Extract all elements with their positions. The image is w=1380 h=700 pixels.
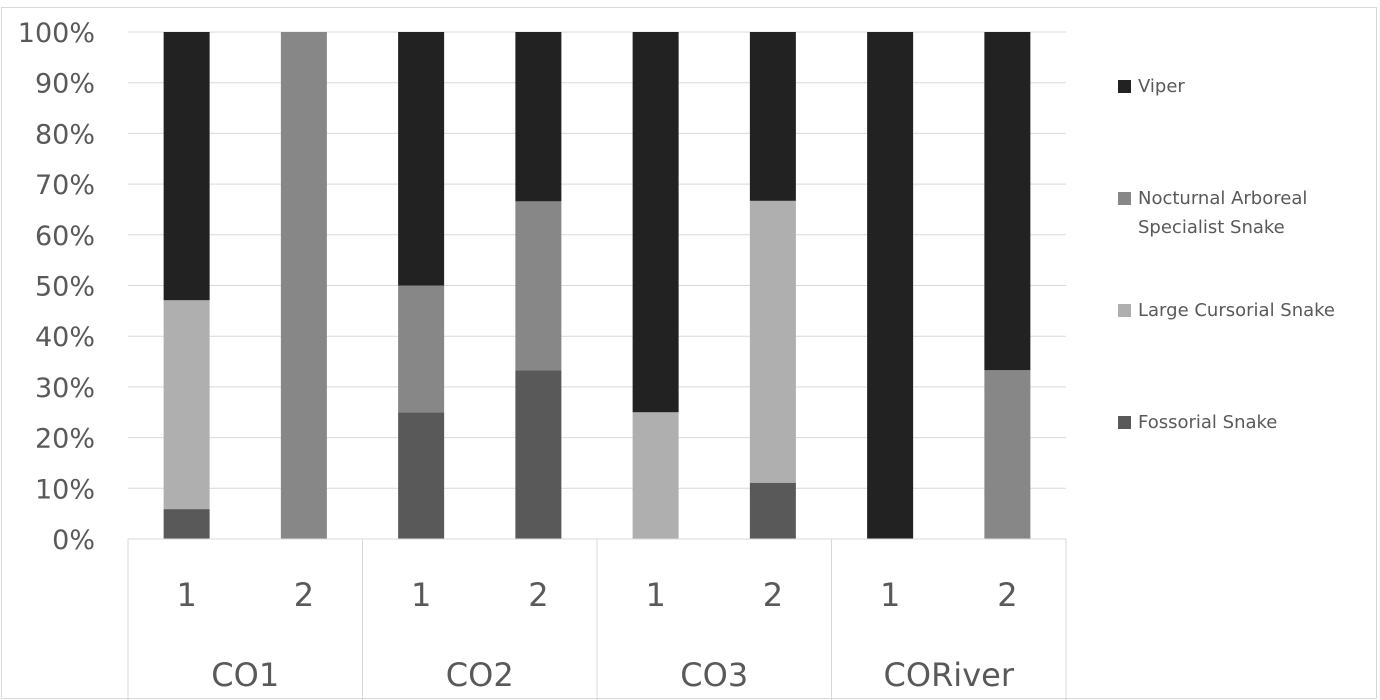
bar-segment (984, 370, 1031, 539)
legend-swatch (1118, 416, 1131, 429)
bars (163, 32, 1031, 539)
y-tick-label: 20% (35, 424, 95, 455)
bar-segment (163, 300, 210, 510)
x-tick-label: 2 (528, 576, 548, 614)
legend-label: Fossorial Snake (1138, 412, 1277, 433)
y-tick-label: 100% (18, 18, 95, 49)
legend-label: Viper (1138, 76, 1185, 97)
x-tick-label: 1 (645, 576, 665, 614)
legend-label: Nocturnal Arboreal Specialist Snake (1138, 188, 1307, 238)
y-tick-label: 10% (35, 474, 95, 505)
bar-segment (515, 201, 562, 371)
x-axis: 1 2 CO1 1 2 CO2 1 2 CO3 1 2 CORiver (127, 538, 1067, 700)
chart-frame (1, 7, 1377, 699)
bar-segment (984, 32, 1031, 371)
legend-label: Large Cursorial Snake (1138, 300, 1335, 321)
bar-segment (163, 509, 210, 539)
legend-swatch (1118, 192, 1131, 205)
x-tick-label: 2 (763, 576, 783, 614)
y-tick-label: 70% (35, 170, 95, 201)
legend: Viper Nocturnal Arboreal Specialist Snake L… (1118, 76, 1335, 433)
legend-swatch (1118, 80, 1131, 93)
bar-segment (632, 412, 679, 539)
bar-segment (398, 412, 445, 539)
group-label: CO2 (446, 656, 514, 694)
x-tick-label: 1 (176, 576, 196, 614)
y-tick-label: 60% (35, 221, 95, 252)
bar-segment (280, 32, 327, 539)
bar-segment (515, 32, 562, 202)
bar-segment (163, 32, 210, 301)
gridlines (128, 31, 1066, 540)
group-label: CO1 (211, 656, 279, 694)
y-tick-label: 90% (35, 69, 95, 100)
legend-swatch (1118, 304, 1131, 317)
x-tick-label: 2 (294, 576, 314, 614)
y-tick-label: 40% (35, 322, 95, 353)
y-axis: 0% 10% 20% 30% 40% 50% 60% 70% 80% 90% 100% (18, 18, 95, 556)
x-tick-label: 1 (411, 576, 431, 614)
y-tick-label: 30% (35, 373, 95, 404)
y-tick-label: 50% (35, 272, 95, 303)
x-tick-label: 2 (997, 576, 1017, 614)
bar-segment (867, 32, 914, 539)
bar-segment (749, 32, 796, 201)
bar-segment (515, 370, 562, 539)
bar-segment (749, 482, 796, 539)
x-tick-label: 1 (880, 576, 900, 614)
y-tick-label: 80% (35, 119, 95, 150)
bar-segment (749, 200, 796, 483)
bar-segment (632, 32, 679, 413)
y-tick-label: 0% (52, 525, 95, 556)
group-label: CORiver (884, 656, 1015, 694)
bar-segment (398, 32, 445, 286)
bar-segment (398, 285, 445, 413)
group-label: CO3 (680, 656, 748, 694)
